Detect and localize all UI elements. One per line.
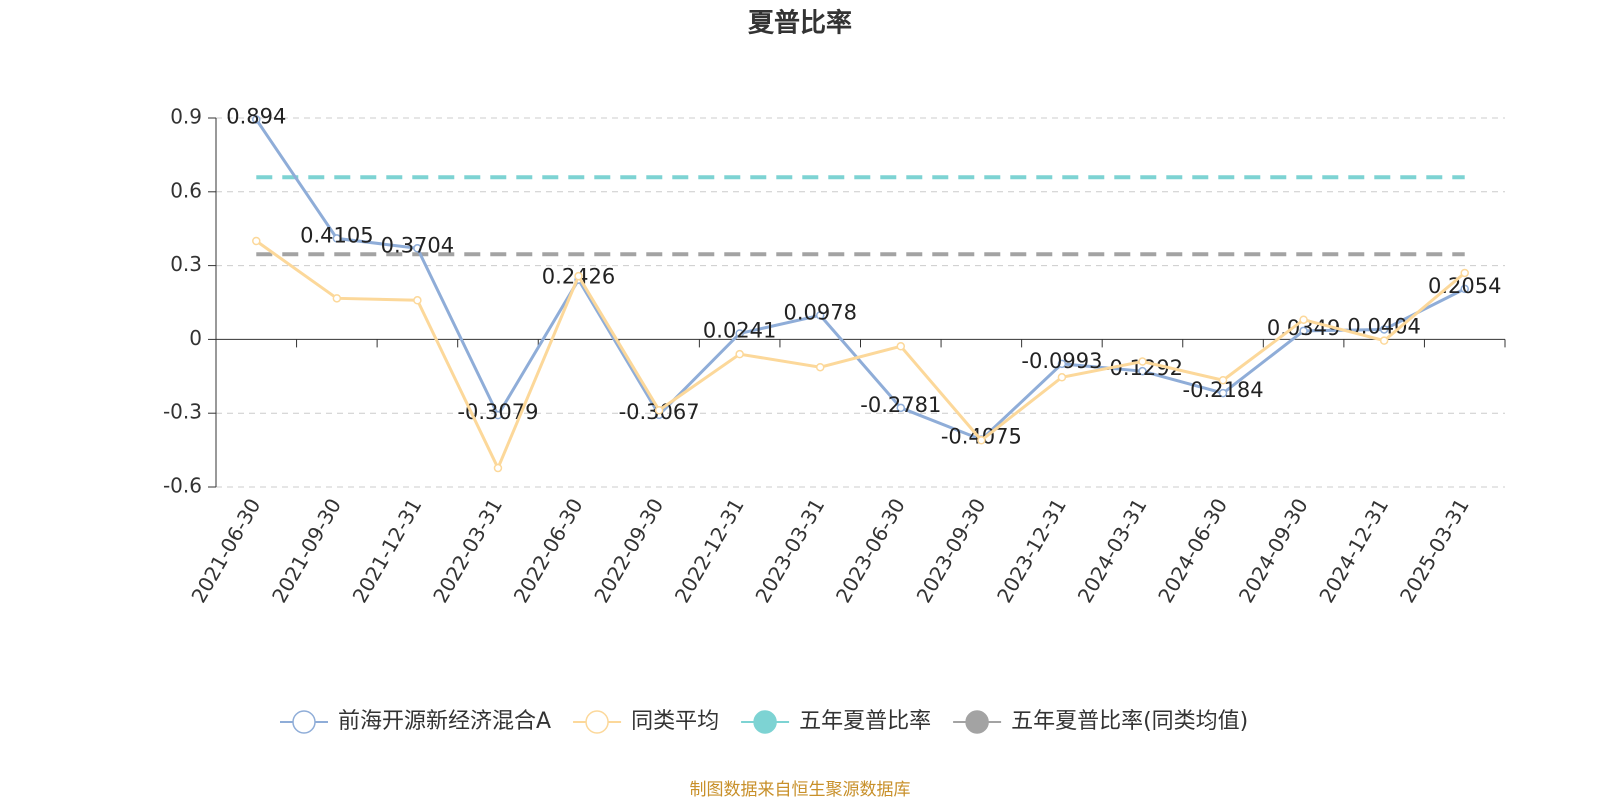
data-label: 0.0241 xyxy=(703,318,776,342)
x-tick-label: 2024-06-30 xyxy=(1153,494,1232,607)
data-point xyxy=(1379,336,1389,345)
data-point xyxy=(252,236,261,246)
x-tick-label: 2024-09-30 xyxy=(1234,494,1313,607)
y-tick-label: 0 xyxy=(189,326,202,350)
legend-item: 同类平均 xyxy=(573,709,719,734)
data-point xyxy=(1218,388,1228,398)
data-label: 0.0978 xyxy=(783,300,856,324)
data-point xyxy=(1299,315,1308,324)
data-point xyxy=(1299,326,1308,336)
legend: 前海开源新经济混合A 同类平均 五年夏普比率 五年夏普比率(同类均值) xyxy=(280,709,1248,734)
legend-label: 同类平均 xyxy=(631,709,719,734)
legend-label: 五年夏普比率 xyxy=(799,709,931,734)
x-tick-label: 2023-06-30 xyxy=(831,494,910,607)
x-tick-label: 2021-09-30 xyxy=(267,494,346,607)
legend-item: 五年夏普比率(同类均值) xyxy=(953,709,1248,734)
data-point xyxy=(735,329,744,338)
x-tick-label: 2022-12-31 xyxy=(670,494,749,607)
data-point xyxy=(1218,375,1228,385)
data-point xyxy=(332,234,342,243)
legend-marker xyxy=(965,710,989,734)
data-point xyxy=(896,403,906,413)
data-label: 0.3704 xyxy=(381,233,454,257)
y-tick-label: 0.3 xyxy=(170,252,202,276)
legend-marker xyxy=(585,710,609,734)
x-tick-label: 2023-12-31 xyxy=(992,494,1071,607)
chart-title: 夏普比率 xyxy=(748,8,852,39)
data-point xyxy=(1057,359,1067,369)
y-tick-label: -0.3 xyxy=(163,400,202,424)
data-label: 0.4105 xyxy=(300,223,373,247)
legend-label: 五年夏普比率(同类均值) xyxy=(1011,709,1248,734)
data-point xyxy=(735,349,744,359)
y-tick-label: 0.9 xyxy=(170,105,202,129)
data-point xyxy=(896,342,906,351)
data-point xyxy=(493,463,503,473)
data-point xyxy=(1057,373,1067,382)
data-label: 0.894 xyxy=(226,104,286,128)
source-note: 制图数据来自恒生聚源数据库 xyxy=(690,780,911,800)
data-point xyxy=(1460,268,1469,278)
x-tick-label: 2022-09-30 xyxy=(589,494,668,607)
data-point xyxy=(1379,325,1389,334)
y-tick-label: -0.6 xyxy=(163,474,202,498)
x-tick-label: 2024-12-31 xyxy=(1314,494,1393,607)
x-tick-label: 2022-03-31 xyxy=(428,494,507,607)
data-point xyxy=(1138,366,1147,376)
x-tick-label: 2024-03-31 xyxy=(1073,494,1152,607)
data-point xyxy=(413,244,422,253)
legend-item: 五年夏普比率 xyxy=(741,709,931,734)
legend-item: 前海开源新经济混合A xyxy=(280,709,551,734)
series-line xyxy=(255,239,1466,472)
data-point xyxy=(1138,357,1147,366)
x-tick-label: 2021-12-31 xyxy=(348,494,427,607)
data-point xyxy=(574,271,583,281)
data-point xyxy=(252,115,261,124)
data-point xyxy=(815,362,825,372)
data-label: -0.0993 xyxy=(1021,349,1102,373)
data-point xyxy=(654,405,664,415)
x-tick-label: 2023-03-31 xyxy=(750,494,829,607)
series-line xyxy=(255,118,1466,442)
data-point xyxy=(413,296,422,305)
legend-marker xyxy=(292,710,316,734)
legend-label: 前海开源新经济混合A xyxy=(338,709,551,734)
x-tick-label: 2023-09-30 xyxy=(912,494,991,607)
x-tick-label: 2025-03-31 xyxy=(1395,494,1474,607)
data-point xyxy=(332,294,342,303)
data-point xyxy=(1460,284,1469,294)
x-tick-label: 2021-06-30 xyxy=(186,494,265,607)
x-tick-label: 2022-06-30 xyxy=(509,494,588,607)
legend-marker xyxy=(753,710,777,734)
data-point xyxy=(493,410,503,420)
data-label: -0.2781 xyxy=(860,393,941,417)
data-point xyxy=(815,311,825,320)
data-point xyxy=(977,436,986,445)
y-tick-label: 0.6 xyxy=(170,178,202,202)
